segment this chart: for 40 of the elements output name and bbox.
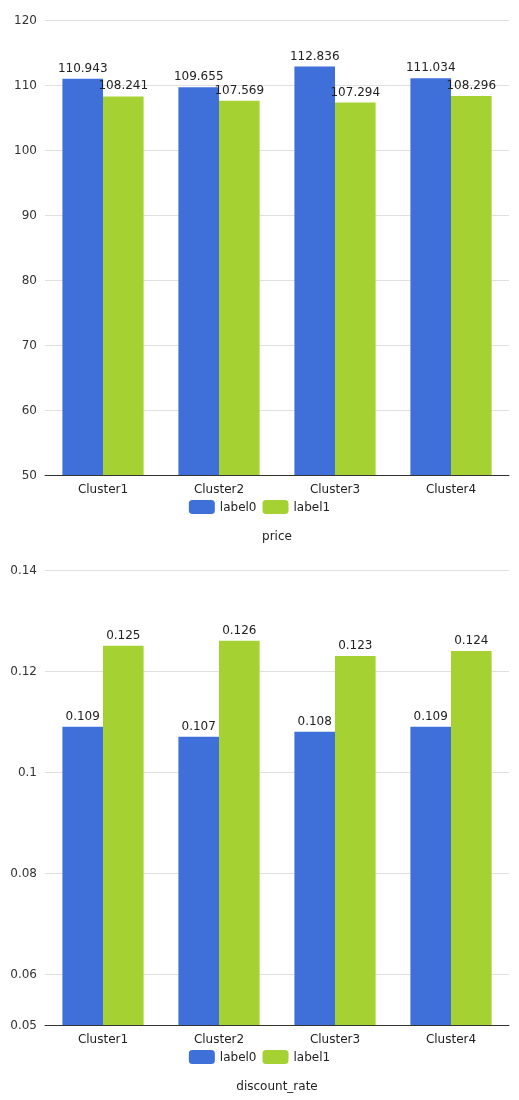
y-tick-label: 0.12 xyxy=(10,664,37,679)
y-tick-label: 100 xyxy=(14,143,37,157)
legend-label: label1 xyxy=(293,1050,331,1064)
y-tick-label: 0.1 xyxy=(17,765,37,780)
data-label: 109.655 xyxy=(173,69,224,84)
y-tick-label: 60 xyxy=(21,403,37,417)
y-tick-label: 110 xyxy=(14,78,37,92)
x-tick-label: Cluster4 xyxy=(425,1032,477,1046)
x-axis-title: discount_rate xyxy=(236,1079,318,1093)
y-tick-label: 0.06 xyxy=(10,967,37,982)
data-label: 112.836 xyxy=(289,48,340,63)
legend-label: label0 xyxy=(219,1050,257,1064)
y-tick-label: 0.14 xyxy=(10,563,37,577)
x-tick-label: Cluster3 xyxy=(309,482,361,496)
x-tick-label: Cluster3 xyxy=(309,1032,361,1046)
legend-label: label1 xyxy=(293,500,331,514)
y-tick-label: 0.08 xyxy=(10,866,37,881)
y-tick-label: 80 xyxy=(21,273,37,287)
x-tick-label: Cluster4 xyxy=(425,482,477,496)
data-label: 0.126 xyxy=(222,622,257,637)
data-label: 0.124 xyxy=(454,632,489,647)
y-tick-label: 0.05 xyxy=(10,1018,37,1032)
data-label: 0.107 xyxy=(181,718,216,733)
y-tick-label: 90 xyxy=(21,208,37,222)
legend-label: label0 xyxy=(219,500,257,514)
x-axis-title: price xyxy=(262,529,292,543)
x-tick-label: Cluster2 xyxy=(193,1032,245,1046)
x-tick-label: Cluster1 xyxy=(77,1032,129,1046)
data-label: 0.109 xyxy=(413,708,448,723)
data-label: 110.943 xyxy=(57,60,108,75)
data-label: 0.109 xyxy=(65,708,100,723)
y-tick-label: 70 xyxy=(21,338,37,352)
data-label: 0.108 xyxy=(297,713,332,728)
y-tick-label: 50 xyxy=(21,468,37,482)
data-label: 0.125 xyxy=(106,627,141,642)
y-tick-label: 120 xyxy=(14,13,37,27)
data-label: 111.034 xyxy=(405,60,456,75)
data-label: 0.123 xyxy=(338,637,373,652)
x-tick-label: Cluster1 xyxy=(77,482,129,496)
x-tick-label: Cluster2 xyxy=(193,482,245,496)
